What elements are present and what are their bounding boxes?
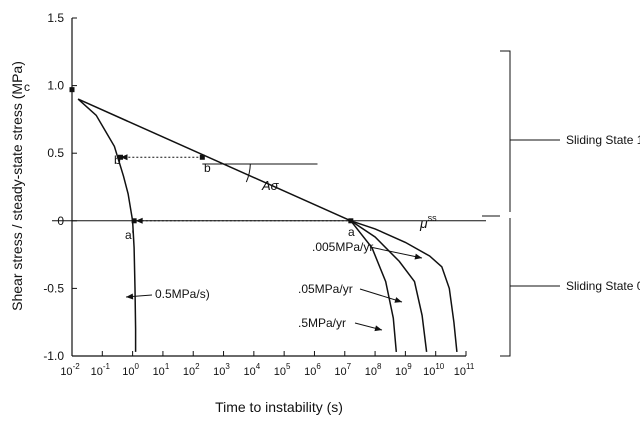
- x-tick-label: 100: [122, 362, 139, 378]
- point-b: [199, 154, 205, 160]
- point-b-prime: [117, 154, 123, 160]
- x-tick-base: 10: [243, 366, 255, 378]
- x-tick-base: 10: [365, 366, 377, 378]
- x-tick-exponent: 2: [195, 362, 200, 371]
- x-tick-base: 10: [274, 366, 286, 378]
- y-axis-label: Shear stress / steady-state stress (MPa): [9, 61, 25, 311]
- x-tick-base: 10: [213, 366, 225, 378]
- axes: [71, 18, 466, 357]
- bracket-state-0: [500, 218, 511, 357]
- x-tick-exponent: -1: [103, 362, 111, 371]
- marks: [69, 87, 423, 332]
- bracket-state-1: [500, 50, 511, 212]
- label-c: c: [24, 80, 30, 94]
- arrow-005: [369, 246, 423, 259]
- x-tick-exponent: 1: [165, 362, 170, 371]
- y-tick-label: 1.5: [47, 11, 64, 25]
- arrow-005-head: [414, 253, 422, 260]
- label-b-prime: b': [114, 153, 123, 167]
- label-rate-5: .5MPa/yr: [298, 316, 346, 330]
- label-b: b: [204, 161, 211, 175]
- x-tick-exponent: -2: [73, 362, 81, 371]
- state-0-label: Sliding State 0: [566, 279, 640, 293]
- series-curve-0.5MPa/s: [77, 98, 137, 352]
- x-tick-base: 10: [60, 366, 72, 378]
- x-tick-exponent: 11: [466, 362, 475, 371]
- label-rate-05: .05MPa/yr: [298, 282, 353, 296]
- x-tick-exponent: 0: [135, 362, 140, 371]
- x-tick-label: 108: [365, 362, 382, 378]
- x-tick-label: 1011: [454, 362, 475, 378]
- arrow-0-5mpa-s-head: [126, 293, 134, 300]
- series-curve-.05MPa/yr: [350, 220, 428, 352]
- series-curve-.5MPa/yr: [350, 220, 398, 352]
- arrow-05-head: [394, 297, 402, 303]
- series-lines: [52, 98, 486, 352]
- x-tick-label: 10-2: [60, 362, 80, 378]
- series-curve-.005MPa/yr: [350, 220, 458, 352]
- dotted-arrowhead-0: [120, 154, 128, 161]
- x-tick-label: 102: [183, 362, 200, 378]
- x-tick-label: 101: [153, 362, 170, 378]
- x-tick-base: 10: [183, 366, 195, 378]
- x-tick-exponent: 3: [225, 362, 230, 371]
- mu: μ: [419, 215, 428, 231]
- x-tick-base: 10: [454, 366, 466, 378]
- x-tick-label: 109: [395, 362, 412, 378]
- label-a-sigma: Aσ: [261, 178, 280, 193]
- x-tick-exponent: 6: [316, 362, 321, 371]
- x-tick-exponent: 8: [377, 362, 382, 371]
- x-tick-exponent: 5: [286, 362, 291, 371]
- x-tick-base: 10: [423, 366, 435, 378]
- y-tick-label: -1.0: [43, 349, 64, 363]
- x-tick-base: 10: [91, 366, 103, 378]
- x-tick-exponent: 4: [256, 362, 261, 371]
- series-sliding-line: [77, 98, 352, 222]
- arrow-5-head: [374, 325, 382, 332]
- x-tick-label: 10-1: [91, 362, 111, 378]
- point-a: [348, 218, 354, 224]
- ticks: -1.0-0.500.51.01.510-2 10-1 100 101 102 103 10…: [43, 11, 475, 378]
- annotations: c b' b a' a Aσ μss 0.5MPa/s) .005MPa/yr …: [9, 50, 640, 415]
- x-tick-label: 107: [334, 362, 351, 378]
- x-tick-base: 10: [304, 366, 316, 378]
- state-1-label: Sliding State 1: [566, 133, 640, 147]
- label-a-prime: a': [125, 228, 134, 242]
- x-tick-label: 103: [213, 362, 230, 378]
- label-rate-005: .005MPa/yr: [312, 240, 373, 254]
- dotted-arrowhead-1: [135, 217, 143, 224]
- x-tick-base: 10: [153, 366, 165, 378]
- arrow-05: [359, 288, 403, 303]
- x-tick-label: 1010: [423, 362, 445, 378]
- x-tick-base: 10: [395, 366, 407, 378]
- x-tick-base: 10: [122, 366, 134, 378]
- mu-sup: ss: [428, 213, 438, 223]
- point-a-prime: [131, 218, 137, 224]
- y-tick-label: 0.5: [47, 146, 64, 160]
- x-tick-exponent: 10: [435, 362, 444, 371]
- x-tick-exponent: 7: [347, 362, 352, 371]
- label-a: a: [348, 225, 355, 239]
- x-tick-exponent: 9: [407, 362, 412, 371]
- y-tick-label: 1.0: [47, 79, 64, 93]
- label-mu-ss: μss: [419, 213, 437, 231]
- x-axis-label: Time to instability (s): [215, 399, 343, 415]
- label-rate-0-5-mpa-s: 0.5MPa/s): [155, 287, 210, 301]
- y-tick-label: -0.5: [43, 281, 64, 295]
- x-tick-label: 104: [243, 362, 260, 378]
- x-tick-label: 105: [274, 362, 291, 378]
- x-tick-label: 106: [304, 362, 321, 378]
- x-tick-base: 10: [334, 366, 346, 378]
- angle-arc: [245, 163, 251, 183]
- point-c: [69, 87, 75, 93]
